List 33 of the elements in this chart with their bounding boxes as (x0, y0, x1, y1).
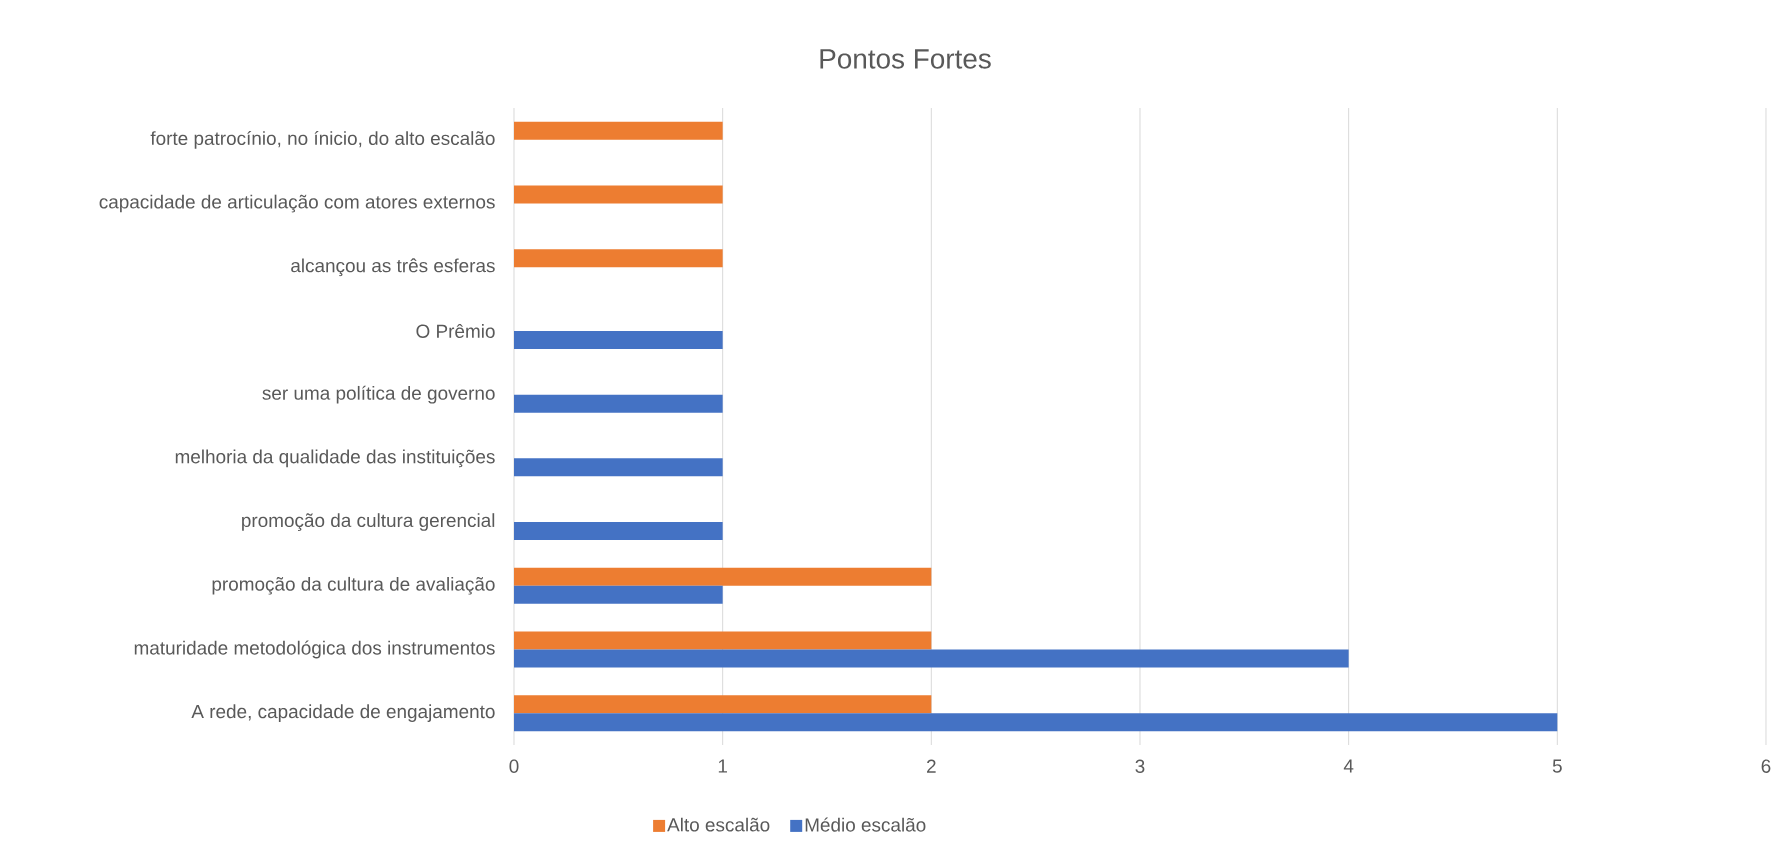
bar (514, 121, 723, 140)
bar (514, 631, 932, 650)
bar (514, 522, 723, 541)
y-tick-label: ser uma política de governo (262, 385, 495, 404)
chart-title: Pontos Fortes (820, 49, 991, 69)
x-tick-label: 3 (1135, 759, 1145, 773)
bar (514, 649, 1349, 668)
legend-label: Alto escalão (667, 817, 770, 832)
y-tick-label: O Prêmio (416, 323, 495, 338)
x-tick-label: 6 (1761, 759, 1771, 773)
y-tick-label: capacidade de articulação com atores externos (99, 194, 495, 213)
bar (514, 394, 723, 413)
y-tick-label: maturidade metodológica dos instrumentos (134, 640, 495, 659)
y-tick-label: melhoria da qualidade das instituições (175, 449, 495, 468)
bar (514, 695, 932, 714)
bar (514, 249, 723, 268)
y-tick-label: promoção da cultura gerencial (242, 513, 495, 531)
bar (514, 185, 723, 204)
y-tick-label: alcançou as três esferas (291, 258, 495, 277)
bar (514, 585, 723, 604)
y-tick-label: promoção da cultura de avaliação (212, 576, 495, 595)
x-tick-label: 2 (927, 759, 936, 773)
y-tick-label: A rede, capacidade de engajamento (191, 704, 495, 722)
x-tick-label: 1 (718, 759, 727, 773)
y-tick-label: forte patrocínio, no ínicio, do alto escalão (150, 130, 495, 149)
bar (514, 567, 932, 586)
x-tick-label: 5 (1552, 759, 1562, 773)
legend-label: Médio escalão (805, 817, 926, 832)
bar (514, 458, 723, 477)
bar (514, 330, 723, 349)
x-tick-label: 0 (509, 759, 519, 773)
bar (514, 713, 1558, 732)
x-tick-label: 4 (1343, 759, 1354, 773)
